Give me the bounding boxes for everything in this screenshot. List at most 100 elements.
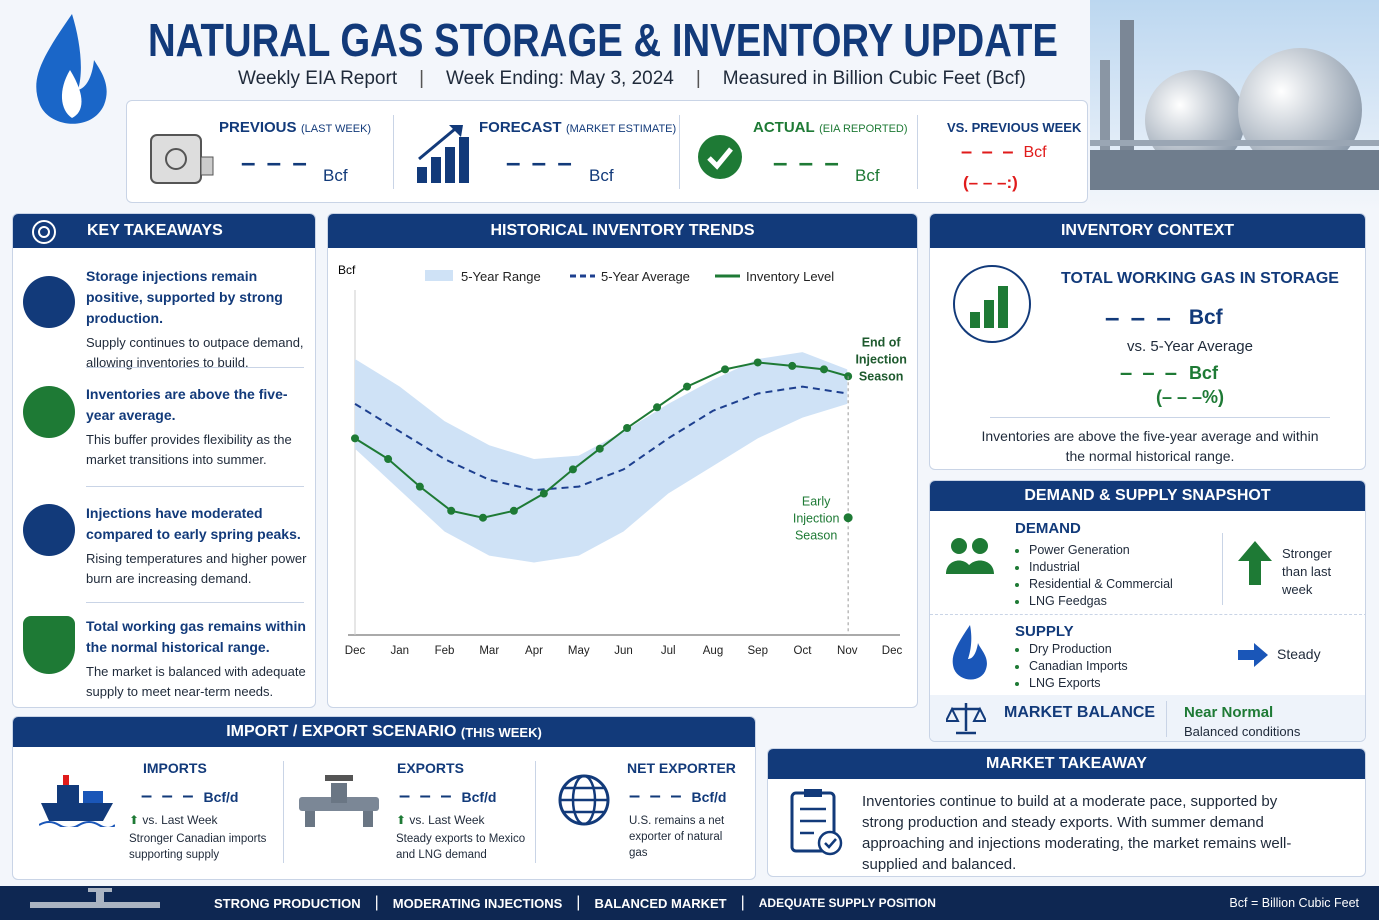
- right-arrow: [1238, 643, 1268, 667]
- chart-title: HISTORICAL INVENTORY TRENDS: [328, 214, 917, 248]
- header-art: NATURAL GAS STORAGE & INVENTORY UPDATE: [36, 0, 1379, 210]
- import-export: IMPORT / EXPORT SCENARIO (THIS WEEK) IMP…: [12, 716, 756, 880]
- panel-title: MARKET TAKEAWAY: [768, 749, 1365, 779]
- heading: NET EXPORTER: [627, 760, 736, 776]
- heading: DEMAND: [1015, 520, 1081, 537]
- value: – – –: [1105, 302, 1173, 332]
- summary-box: PREVIOUS (LAST WEEK) – – – Bcf FORECAST …: [126, 100, 1088, 203]
- heading: Storage injections remain positive, supp…: [86, 268, 283, 326]
- status: Stronger than last week: [1282, 546, 1332, 597]
- subtitle-part: Measured in Billion Cubic Feet (Bcf): [722, 68, 1026, 89]
- subtitle: Weekly EIA Report | Week Ending: May 3, 2…: [238, 68, 1026, 89]
- footer-item: STRONG PRODUCTION: [214, 895, 361, 911]
- body: Rising temperatures and higher power bur…: [86, 551, 307, 586]
- heading: Total working gas remains within the nor…: [86, 618, 306, 655]
- heading: Inventories are above the five-year aver…: [86, 386, 288, 423]
- label: FORECAST: [479, 119, 562, 136]
- supply-list: Dry ProductionCanadian ImportsLNG Export…: [1015, 641, 1128, 692]
- label: ACTUAL (EIA REPORTED): [753, 119, 908, 137]
- unit: Bcf: [589, 166, 614, 185]
- value: – – –: [961, 141, 1016, 163]
- value: – – –: [141, 785, 196, 807]
- bars-icon: [953, 265, 1031, 343]
- heading: MARKET BALANCE: [1004, 704, 1156, 721]
- check-icon: [698, 135, 742, 179]
- unit: Bcf/d: [203, 788, 239, 805]
- flame-icon: [952, 625, 987, 680]
- label: ACTUAL: [753, 119, 815, 136]
- value: – – –: [1120, 360, 1179, 385]
- value: – – –: [773, 147, 841, 177]
- footer-note: Bcf = Billion Cubic Feet: [1229, 896, 1359, 910]
- title: IMPORT / EXPORT SCENARIO: [226, 723, 457, 740]
- status: Steady: [1277, 646, 1321, 662]
- unit: Bcf: [1023, 143, 1047, 161]
- label: PREVIOUS: [219, 119, 297, 136]
- body: The market is balanced with adequate sup…: [86, 664, 306, 699]
- compare: ⬆ vs. Last Week: [396, 813, 485, 827]
- item: LNG Exports: [1029, 675, 1128, 692]
- label: PREVIOUS (LAST WEEK): [219, 119, 371, 137]
- unit: Bcf: [1188, 362, 1218, 383]
- compare-pct: (– – –%): [1155, 387, 1225, 407]
- value-row: – – – Bcf/d: [629, 785, 726, 808]
- note: U.S. remains a net exporter of natural g…: [629, 815, 725, 859]
- panel-title: DEMAND & SUPPLY SNAPSHOT: [930, 481, 1365, 511]
- item: Storage injections remain positive, supp…: [86, 266, 314, 373]
- unit: Bcf: [855, 166, 880, 185]
- value: – – –: [629, 785, 684, 807]
- item: Residential & Commercial: [1029, 576, 1173, 593]
- heading: TOTAL WORKING GAS IN STORAGE: [1061, 270, 1339, 287]
- label: FORECAST (MARKET ESTIMATE): [479, 119, 676, 137]
- value: – – –: [241, 147, 309, 177]
- body: This buffer provides flexibility as the …: [86, 432, 292, 467]
- unit: Bcf/d: [691, 788, 727, 805]
- value-row: – – – Bcf/d: [141, 785, 238, 808]
- body: Inventories continue to build at a moder…: [862, 793, 1292, 873]
- heading: SUPPLY: [1015, 623, 1074, 640]
- value-row: – – – Bcf/d: [399, 785, 496, 808]
- people-icon: [946, 538, 994, 574]
- compare: ⬆ vs. Last Week: [129, 813, 218, 827]
- globe-icon: [558, 774, 610, 826]
- note: Balanced conditions: [1184, 724, 1301, 739]
- value: – – –: [399, 785, 454, 807]
- footer-item: ADEQUATE SUPPLY POSITION: [758, 896, 936, 910]
- compare-text: vs. Last Week: [142, 813, 218, 827]
- change-row: – – – Bcf: [961, 141, 1047, 164]
- panel-title: IMPORT / EXPORT SCENARIO (THIS WEEK): [13, 717, 755, 747]
- scale-icon: [946, 703, 986, 735]
- item: LNG Feedgas: [1029, 593, 1173, 610]
- note: (MARKET ESTIMATE): [565, 123, 677, 135]
- item: Inventories are above the five-year aver…: [86, 384, 310, 470]
- market-takeaway: MARKET TAKEAWAY Inventories continue to …: [767, 748, 1366, 877]
- panel-title: INVENTORY CONTEXT: [930, 214, 1365, 248]
- heading: IMPORTS: [143, 760, 207, 776]
- tank-icon: [150, 134, 214, 184]
- inventory-context: INVENTORY CONTEXT TOTAL WORKING GAS IN S…: [929, 213, 1366, 470]
- item: Canadian Imports: [1029, 658, 1128, 675]
- subtitle-part: Week Ending: May 3, 2024: [446, 68, 674, 89]
- status: Near Normal: [1184, 704, 1274, 721]
- title: NATURAL GAS STORAGE & INVENTORY UPDATE: [148, 14, 1058, 66]
- clipboard-icon: [790, 789, 843, 856]
- unit: Bcf/d: [461, 788, 497, 805]
- title-note: (THIS WEEK): [460, 724, 542, 740]
- item: Total working gas remains within the nor…: [86, 616, 310, 702]
- compare-row: – – – Bcf: [1120, 360, 1218, 386]
- value-row: – – – Bcf: [1105, 302, 1223, 333]
- heading: Injections have moderated compared to ea…: [86, 505, 301, 542]
- compare: vs. 5-Year Average: [1127, 338, 1253, 355]
- footer-item: MODERATING INJECTIONS: [392, 895, 563, 911]
- unit: Bcf: [1188, 305, 1223, 329]
- note: Inventories are above the five-year aver…: [981, 428, 1319, 464]
- pipe-art: [30, 888, 160, 908]
- demand-list: Power GenerationIndustrialResidential & …: [1015, 542, 1173, 610]
- panel-title: KEY TAKEAWAYS: [13, 214, 315, 248]
- item: Dry Production: [1029, 641, 1128, 658]
- heading: EXPORTS: [397, 760, 464, 776]
- note: (LAST WEEK): [300, 123, 372, 135]
- target-icon: [32, 220, 56, 244]
- chart-panel: HISTORICAL INVENTORY TRENDS: [327, 213, 918, 708]
